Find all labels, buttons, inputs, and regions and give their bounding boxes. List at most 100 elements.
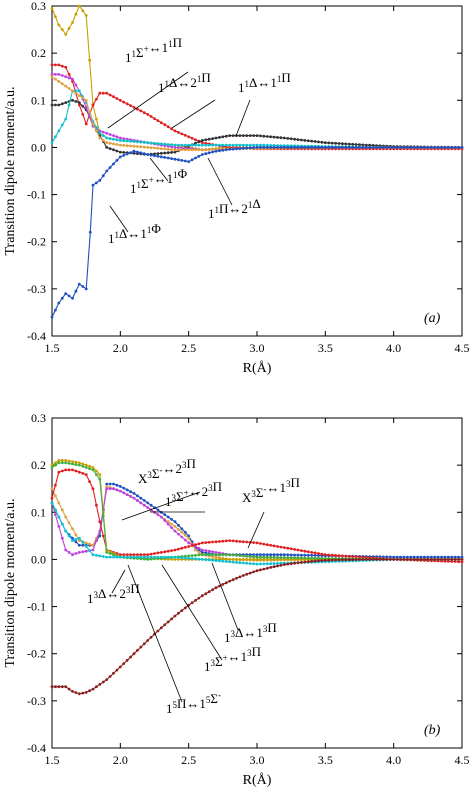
data-point [197,546,201,550]
data-point [95,117,98,121]
data-point [108,555,112,559]
data-point [77,551,81,554]
data-point [211,550,215,554]
data-point [159,121,163,125]
data-point [57,515,61,519]
data-point [457,560,460,564]
data-point [173,150,177,154]
data-point [146,146,150,149]
data-point [245,561,249,565]
data-point [207,590,211,594]
y-tick-label: -0.2 [27,647,46,661]
data-point [344,554,348,558]
data-point [183,533,187,537]
data-point [412,558,416,561]
annotation-leader [149,157,169,182]
data-point [173,555,177,559]
data-point [173,146,177,149]
series-3 [50,468,464,564]
data-point [177,131,180,134]
data-point [163,513,167,516]
data-point [457,558,460,561]
data-point [177,611,180,615]
data-point [235,143,238,147]
data-point [279,553,283,557]
data-point [64,685,68,689]
annotation-leader [235,99,251,137]
data-point [115,555,119,559]
data-point [453,555,457,559]
data-point [402,146,406,149]
data-point [105,91,109,95]
data-point [303,560,307,564]
data-point [67,27,71,30]
data-point [211,588,215,592]
data-point [187,554,191,558]
data-point [98,529,102,533]
data-point [71,539,74,542]
data-point [163,156,167,159]
data-point [388,146,392,149]
data-point [300,553,303,557]
data-point [122,486,126,490]
data-point [149,146,153,150]
data-point [409,146,413,149]
data-point [279,561,283,565]
data-point [50,487,54,491]
data-point [269,135,273,139]
data-point [231,143,235,147]
data-point [399,146,402,149]
data-point [200,594,204,598]
data-point [156,154,160,158]
data-point [235,553,238,557]
data-point [54,15,57,18]
data-point [180,143,184,147]
data-point [378,558,382,561]
data-point [54,461,57,465]
data-point [67,534,71,538]
data-point [173,548,177,552]
data-point [330,146,334,149]
data-point [262,542,266,546]
data-point [190,554,194,557]
data-point [50,75,54,79]
data-point [173,129,177,133]
data-point [156,142,160,146]
data-point [207,540,211,544]
data-point [101,555,105,558]
data-point [313,554,317,557]
data-point [180,530,184,534]
data-point [453,146,457,149]
data-point [180,556,184,560]
data-point [136,150,139,154]
data-point [88,467,91,471]
data-point [71,460,74,463]
data-point [163,123,167,127]
data-point [313,140,317,143]
series-line [51,459,462,560]
data-point [296,553,300,557]
data-point [136,555,139,559]
data-point [132,151,136,155]
data-point [183,159,187,163]
data-point [211,137,215,141]
data-point [276,136,279,139]
data-point [423,558,426,561]
data-point [238,561,242,565]
data-point [248,143,252,147]
annotation-leader [207,157,233,206]
data-point [276,553,279,557]
data-point [170,617,174,621]
data-point [142,555,146,559]
data-point [149,503,153,507]
data-point [77,463,81,467]
data-point [306,146,310,149]
data-point [57,685,61,689]
data-point [200,551,204,554]
data-point [180,527,184,531]
data-point [286,556,290,560]
data-point [354,146,358,149]
data-point [81,472,85,475]
data-point [95,503,98,507]
data-point [241,561,245,565]
